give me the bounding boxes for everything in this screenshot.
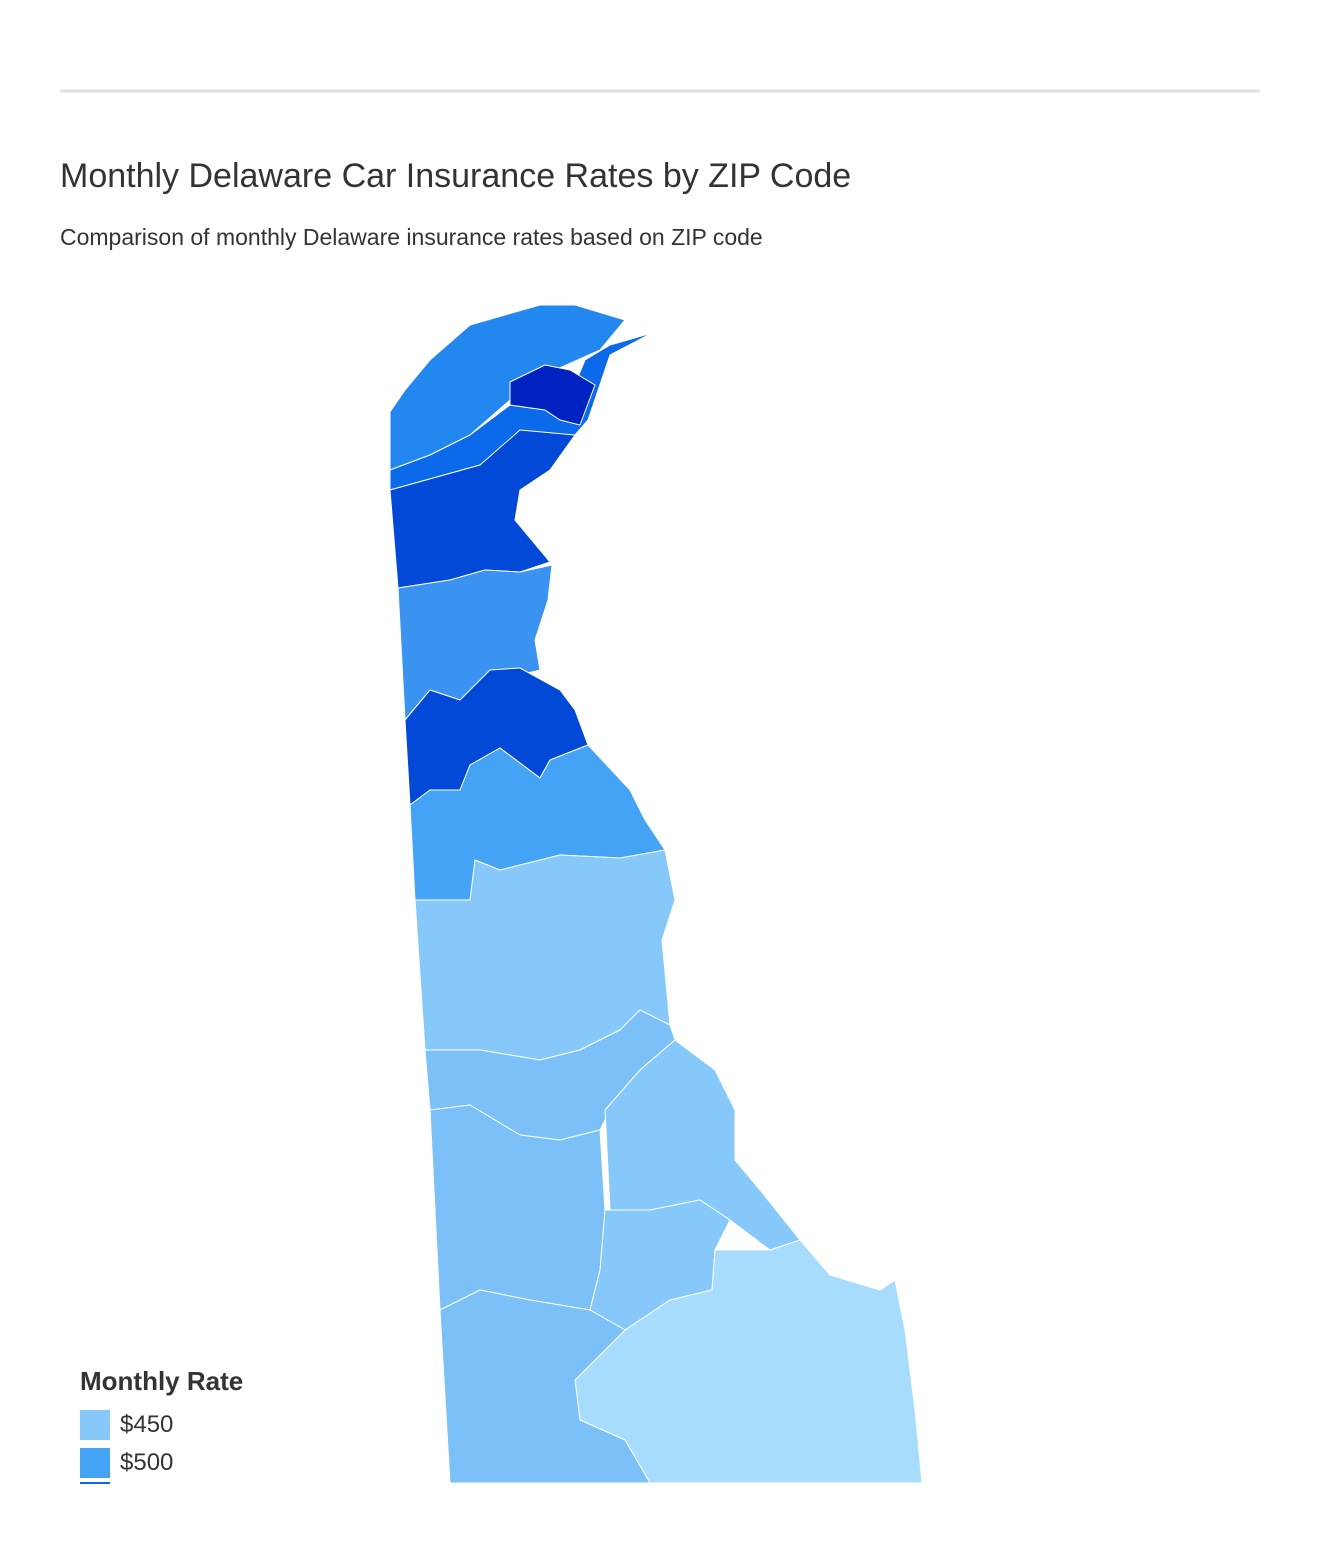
delaware-map [389,304,923,1484]
legend: Monthly Rate $450 $500 [80,1366,243,1484]
zip-region [439,1289,651,1484]
legend-label: $500 [120,1449,173,1476]
zip-region [604,1039,801,1251]
zip-region [574,1239,923,1484]
legend-title: Monthly Rate [80,1366,243,1396]
title: Monthly Delaware Car Insurance Rates by … [60,157,851,195]
zip-region [389,304,626,471]
zip-region [509,364,596,426]
legend-label: $450 [120,1411,173,1438]
legend-swatch [80,1448,110,1478]
zip-region [429,1104,606,1311]
legend-swatch [80,1410,110,1440]
subtitle: Comparison of monthly Delaware insurance… [60,224,763,250]
